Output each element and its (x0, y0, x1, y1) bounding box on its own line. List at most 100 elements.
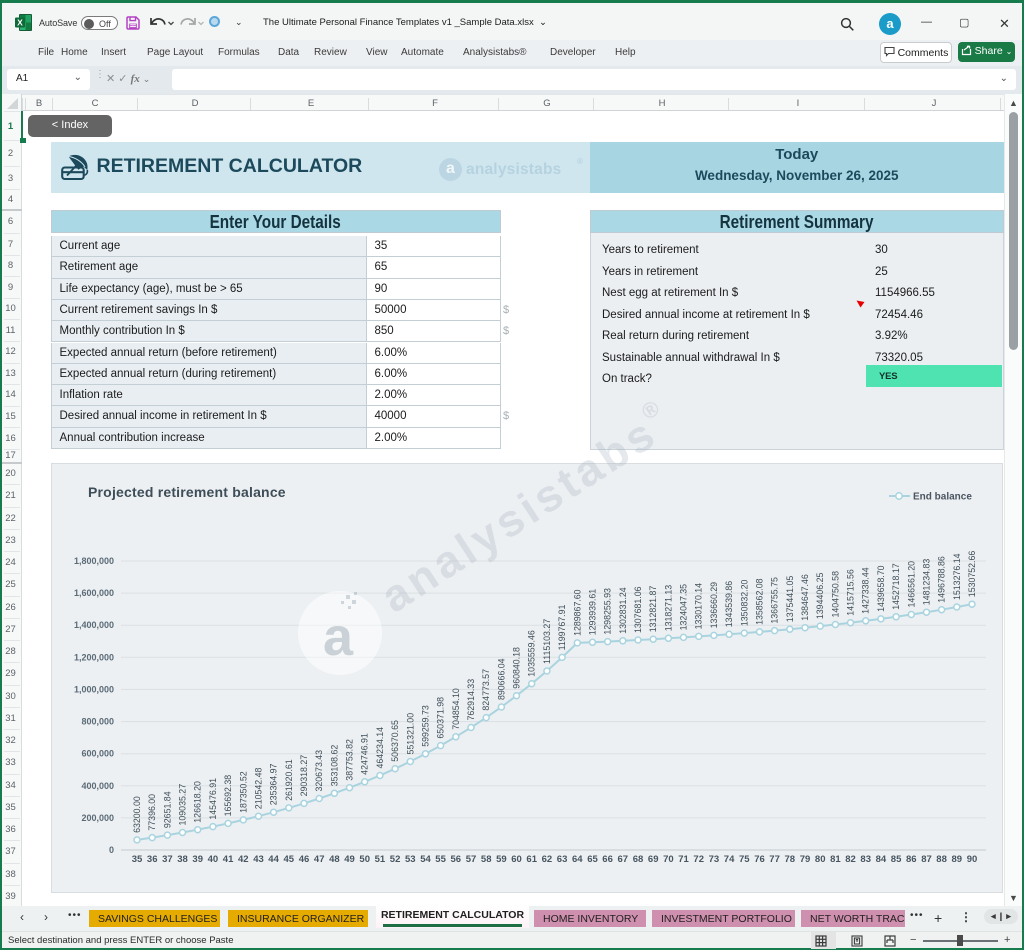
svg-text:1439658.70: 1439658.70 (876, 565, 886, 612)
svg-text:77: 77 (769, 854, 780, 865)
svg-text:1330170.14: 1330170.14 (694, 583, 704, 630)
svg-text:78: 78 (785, 854, 796, 865)
svg-text:66: 66 (602, 854, 613, 865)
svg-text:1199767.91: 1199767.91 (557, 604, 567, 650)
svg-text:48: 48 (329, 854, 340, 865)
svg-text:68: 68 (633, 854, 644, 865)
svg-text:187350.52: 187350.52 (238, 771, 248, 813)
svg-text:1415715.56: 1415715.56 (846, 569, 856, 616)
svg-text:1350832.20: 1350832.20 (739, 580, 749, 627)
svg-text:210542.48: 210542.48 (254, 768, 264, 810)
svg-text:762914.33: 762914.33 (466, 679, 476, 721)
svg-text:41: 41 (223, 854, 234, 865)
svg-text:704854.10: 704854.10 (451, 688, 461, 730)
svg-text:47: 47 (314, 854, 325, 865)
svg-text:43: 43 (253, 854, 264, 865)
svg-text:52: 52 (390, 854, 401, 865)
svg-text:290318.27: 290318.27 (299, 755, 309, 797)
svg-text:36: 36 (147, 854, 158, 865)
svg-text:69: 69 (648, 854, 659, 865)
svg-text:109035.27: 109035.27 (178, 784, 188, 826)
svg-text:1366755.75: 1366755.75 (770, 577, 780, 624)
svg-text:145476.91: 145476.91 (208, 778, 218, 820)
svg-text:1312821.87: 1312821.87 (648, 586, 658, 633)
svg-text:71: 71 (678, 854, 689, 865)
svg-text:551321.00: 551321.00 (405, 713, 415, 755)
svg-text:1,400,000: 1,400,000 (74, 620, 114, 630)
svg-text:1513276.14: 1513276.14 (952, 553, 962, 600)
svg-text:400,000: 400,000 (81, 781, 114, 791)
svg-text:960840.18: 960840.18 (512, 647, 522, 689)
svg-text:1293939.61: 1293939.61 (588, 589, 598, 636)
svg-text:424746.91: 424746.91 (360, 733, 370, 775)
svg-text:650371.98: 650371.98 (436, 697, 446, 739)
svg-text:64: 64 (572, 854, 583, 865)
svg-text:75: 75 (739, 854, 750, 865)
svg-text:600,000: 600,000 (81, 749, 114, 759)
svg-text:82: 82 (845, 854, 856, 865)
svg-text:65: 65 (587, 854, 598, 865)
svg-text:72: 72 (693, 854, 704, 865)
svg-text:387753.82: 387753.82 (345, 739, 355, 781)
svg-text:49: 49 (344, 854, 355, 865)
svg-text:1384647.46: 1384647.46 (800, 574, 810, 621)
svg-text:1394406.25: 1394406.25 (815, 573, 825, 620)
svg-text:83: 83 (860, 854, 871, 865)
svg-text:1115103.27: 1115103.27 (542, 619, 552, 664)
svg-text:54: 54 (420, 854, 431, 865)
svg-text:End balance: End balance (913, 492, 972, 503)
svg-text:1496788.86: 1496788.86 (937, 556, 947, 603)
svg-text:1466561.20: 1466561.20 (906, 561, 916, 608)
svg-text:89: 89 (952, 854, 963, 865)
svg-text:50: 50 (359, 854, 370, 865)
svg-text:320673.43: 320673.43 (314, 750, 324, 792)
svg-text:80: 80 (815, 854, 826, 865)
svg-text:60: 60 (511, 854, 522, 865)
svg-text:56: 56 (451, 854, 462, 865)
svg-text:53: 53 (405, 854, 416, 865)
svg-text:1404750.58: 1404750.58 (830, 571, 840, 618)
svg-text:0: 0 (109, 845, 114, 855)
svg-text:51: 51 (375, 854, 386, 865)
svg-text:1,800,000: 1,800,000 (74, 556, 114, 566)
svg-text:86: 86 (906, 854, 917, 865)
svg-text:63200.00: 63200.00 (132, 796, 142, 833)
svg-text:57: 57 (466, 854, 477, 865)
svg-text:1307681.06: 1307681.06 (633, 586, 643, 633)
svg-text:77396.00: 77396.00 (147, 794, 157, 831)
svg-text:59: 59 (496, 854, 507, 865)
svg-text:70: 70 (663, 854, 674, 865)
svg-text:76: 76 (754, 854, 765, 865)
svg-text:200,000: 200,000 (81, 813, 114, 823)
svg-text:85: 85 (891, 854, 902, 865)
svg-text:81: 81 (830, 854, 841, 865)
svg-text:1318271.13: 1318271.13 (663, 585, 673, 632)
svg-text:599259.73: 599259.73 (421, 705, 431, 747)
svg-text:44: 44 (268, 854, 279, 865)
svg-text:79: 79 (800, 854, 811, 865)
svg-text:235364.97: 235364.97 (269, 764, 279, 806)
svg-text:35: 35 (132, 854, 143, 865)
svg-text:1298255.93: 1298255.93 (603, 588, 613, 635)
svg-text:1343539.86: 1343539.86 (724, 581, 734, 628)
svg-text:1302831.24: 1302831.24 (618, 587, 628, 634)
svg-text:1,000,000: 1,000,000 (74, 684, 114, 694)
svg-text:165692.38: 165692.38 (223, 775, 233, 817)
svg-text:58: 58 (481, 854, 492, 865)
svg-text:1358562.08: 1358562.08 (755, 578, 765, 625)
svg-text:42: 42 (238, 854, 249, 865)
svg-text:84: 84 (876, 854, 887, 865)
svg-text:38: 38 (177, 854, 188, 865)
svg-text:824773.57: 824773.57 (481, 669, 491, 711)
svg-text:464234.14: 464234.14 (375, 727, 385, 769)
svg-text:67: 67 (618, 854, 629, 865)
svg-text:45: 45 (284, 854, 295, 865)
svg-text:1324047.35: 1324047.35 (679, 584, 689, 631)
svg-text:353108.62: 353108.62 (329, 745, 339, 787)
svg-text:1375441.05: 1375441.05 (785, 576, 795, 623)
svg-text:90: 90 (967, 854, 978, 865)
svg-text:87: 87 (921, 854, 932, 865)
svg-text:74: 74 (724, 854, 735, 865)
svg-text:39: 39 (192, 854, 203, 865)
svg-text:55: 55 (435, 854, 446, 865)
